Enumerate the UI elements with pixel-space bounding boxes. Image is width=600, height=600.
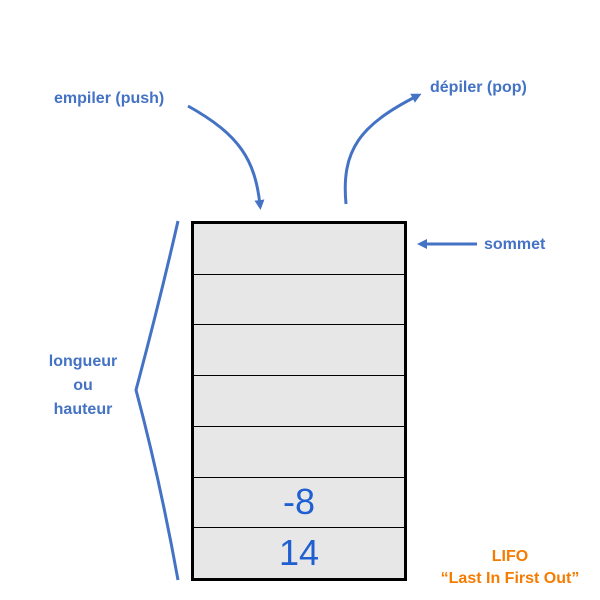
lifo-expansion: “Last In First Out” xyxy=(440,569,580,587)
length-label: longueur ou hauteur xyxy=(38,350,128,422)
stack-cell: 14 xyxy=(278,532,320,574)
length-brace xyxy=(134,220,180,581)
push-arrow xyxy=(187,104,265,210)
top-label: sommet xyxy=(484,236,546,253)
stack-cell xyxy=(194,427,404,478)
stack-cell xyxy=(194,224,404,275)
lifo-acronym: LIFO xyxy=(491,548,529,565)
length-label-line: hauteur xyxy=(53,401,113,418)
stack-cell: -8 xyxy=(194,478,404,529)
pop-label: dépiler (pop) xyxy=(430,79,527,96)
lifo-note: LIFO “Last In First Out” xyxy=(410,546,600,589)
stack-cell xyxy=(194,325,404,377)
pop-arrow xyxy=(343,93,422,205)
push-label: empiler (push) xyxy=(54,90,165,107)
stack: -8 14 xyxy=(191,221,407,581)
length-label-line: longueur xyxy=(48,353,118,370)
stack-cell xyxy=(194,275,404,326)
stack-cell xyxy=(194,376,404,427)
length-label-line: ou xyxy=(73,377,93,394)
